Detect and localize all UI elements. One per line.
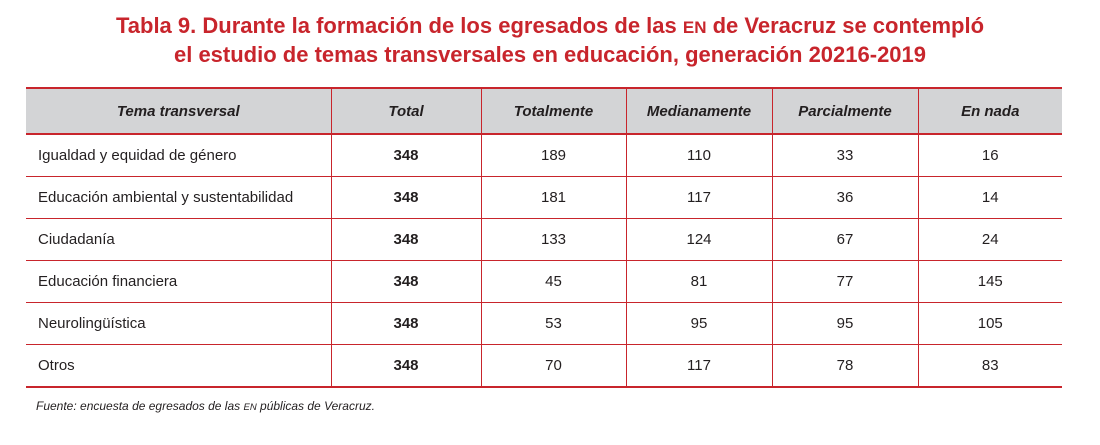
en-nada-cell: 145 (917, 260, 1062, 303)
header-tema-transversal: Tema transversal (26, 87, 332, 135)
row-label: Educación financiera (26, 260, 332, 303)
data-table-container: Tema transversal Total Totalmente Median… (26, 87, 1062, 388)
medianamente-cell: 117 (625, 176, 773, 219)
total-cell: 348 (330, 302, 482, 345)
total-cell: 348 (330, 218, 482, 261)
medianamente-cell: 124 (625, 218, 773, 261)
totalmente-cell: 189 (480, 134, 627, 177)
header-total: Total (330, 87, 482, 135)
en-nada-cell: 24 (917, 218, 1062, 261)
parcialmente-cell: 77 (771, 260, 919, 303)
table-title: Tabla 9. Durante la formación de los egr… (0, 12, 1100, 68)
data-table: Tema transversal Total Totalmente Median… (26, 87, 1062, 388)
table-row: Otros 348 70 117 78 83 (26, 344, 1062, 388)
header-en-nada: En nada (917, 87, 1062, 135)
row-label: Igualdad y equidad de género (26, 134, 332, 177)
en-nada-cell: 16 (917, 134, 1062, 177)
totalmente-cell: 70 (480, 344, 627, 388)
parcialmente-cell: 78 (771, 344, 919, 388)
row-label: Neurolingüística (26, 302, 332, 345)
table-header: Tema transversal Total Totalmente Median… (26, 87, 1062, 135)
en-nada-cell: 14 (917, 176, 1062, 219)
medianamente-cell: 117 (625, 344, 773, 388)
title-abbr: en (682, 18, 707, 37)
total-cell: 348 (330, 260, 482, 303)
totalmente-cell: 53 (480, 302, 627, 345)
medianamente-cell: 81 (625, 260, 773, 303)
header-parcialmente: Parcialmente (771, 87, 919, 135)
header-medianamente: Medianamente (625, 87, 773, 135)
row-label: Educación ambiental y sustentabilidad (26, 176, 332, 219)
total-cell: 348 (330, 134, 482, 177)
header-totalmente: Totalmente (480, 87, 627, 135)
header-row: Tema transversal Total Totalmente Median… (26, 87, 1062, 135)
parcialmente-cell: 95 (771, 302, 919, 345)
medianamente-cell: 110 (625, 134, 773, 177)
source-note: Fuente: encuesta de egresados de las en … (36, 399, 375, 413)
totalmente-cell: 45 (480, 260, 627, 303)
totalmente-cell: 133 (480, 218, 627, 261)
totalmente-cell: 181 (480, 176, 627, 219)
table-row: Igualdad y equidad de género 348 189 110… (26, 134, 1062, 177)
parcialmente-cell: 36 (771, 176, 919, 219)
source-abbr: en (243, 402, 257, 413)
table-row: Educación ambiental y sustentabilidad 34… (26, 176, 1062, 219)
table-row: Ciudadanía 348 133 124 67 24 (26, 218, 1062, 261)
total-cell: 348 (330, 176, 482, 219)
title-line-2: el estudio de temas transversales en edu… (173, 42, 927, 67)
title-line-1: Tabla 9. Durante la formación de los egr… (115, 13, 985, 38)
medianamente-cell: 95 (625, 302, 773, 345)
table-body: Igualdad y equidad de género 348 189 110… (26, 134, 1062, 388)
parcialmente-cell: 33 (771, 134, 919, 177)
parcialmente-cell: 67 (771, 218, 919, 261)
en-nada-cell: 105 (917, 302, 1062, 345)
table-row: Neurolingüística 348 53 95 95 105 (26, 302, 1062, 345)
table-row: Educación financiera 348 45 81 77 145 (26, 260, 1062, 303)
row-label: Ciudadanía (26, 218, 332, 261)
row-label: Otros (26, 344, 332, 388)
total-cell: 348 (330, 344, 482, 388)
en-nada-cell: 83 (917, 344, 1062, 388)
